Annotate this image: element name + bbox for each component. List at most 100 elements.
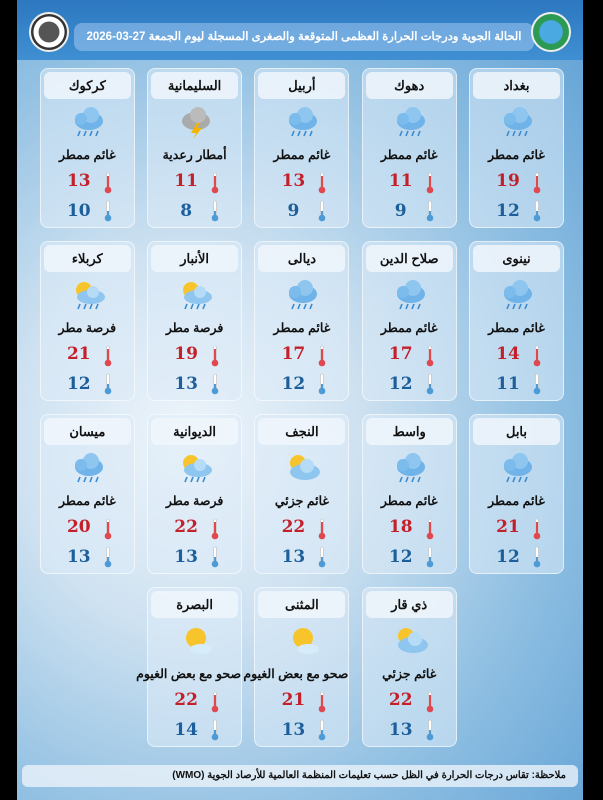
thermometer-hot-icon — [426, 691, 434, 713]
max-temperature: 20 — [66, 517, 91, 537]
max-temperature: 22 — [281, 517, 306, 537]
min-temperature: 9 — [287, 201, 300, 221]
city-card: الديوانية فرصة مطر 22 13 — [147, 414, 243, 574]
min-temperature: 12 — [388, 374, 413, 394]
thermometer-cold-icon — [426, 719, 434, 741]
thermometer-cold-icon — [426, 546, 434, 568]
city-name: البصرة — [151, 591, 239, 618]
min-temperature: 13 — [388, 720, 413, 740]
city-card: السليمانية أمطار رعدية 11 8 — [147, 68, 243, 228]
weather-condition: فرصة مطر — [58, 321, 117, 335]
thermometer-hot-icon — [533, 345, 541, 367]
city-card: ذي قار غائم جزئي 22 13 — [361, 587, 457, 747]
weather-condition: صحو مع بعض الغيوم — [243, 667, 349, 681]
thermometer-hot-icon — [211, 518, 219, 540]
thermometer-hot-icon — [318, 691, 326, 713]
max-temperature: 21 — [496, 517, 520, 537]
weather-condition: غائم ممطر — [380, 148, 438, 162]
city-card: كربلاء فرصة مطر 21 12 — [39, 241, 135, 401]
weather-condition: غائم ممطر — [58, 494, 116, 508]
city-name: نينوى — [473, 245, 560, 272]
thermometer-hot-icon — [211, 172, 219, 194]
city-name: دهوك — [365, 72, 453, 99]
weather-condition: صحو مع بعض الغيوم — [136, 667, 242, 681]
thermometer-hot-icon — [211, 691, 219, 713]
rain-cloud-icon — [498, 278, 538, 312]
city-card: الأنبار فرصة مطر 19 13 — [147, 241, 243, 401]
city-card: ديالى غائم ممطر 17 12 — [254, 241, 350, 401]
city-card: واسط غائم ممطر 18 12 — [361, 414, 457, 574]
weather-condition: غائم ممطر — [273, 148, 331, 162]
min-temperature: 12 — [66, 374, 91, 394]
rain-cloud-icon — [391, 278, 431, 312]
min-temperature: 12 — [281, 374, 306, 394]
city-card: ميسان غائم ممطر 20 13 — [39, 414, 135, 574]
city-name: الديوانية — [151, 418, 239, 445]
city-name: كركوك — [43, 72, 131, 99]
min-temperature: 11 — [496, 374, 520, 394]
city-card: النجف غائم جزئي 22 13 — [254, 414, 350, 574]
city-card: دهوك غائم ممطر 11 9 — [361, 68, 457, 228]
thermometer-cold-icon — [104, 373, 112, 395]
city-name: الأنبار — [151, 245, 239, 272]
min-temperature: 10 — [66, 201, 91, 221]
min-temperature: 9 — [394, 201, 407, 221]
thermometer-hot-icon — [318, 345, 326, 367]
weather-service-logo — [531, 12, 571, 52]
min-temperature: 13 — [174, 374, 198, 394]
city-name: أربيل — [258, 72, 346, 99]
city-name: بغداد — [473, 72, 560, 99]
thermometer-hot-icon — [104, 518, 112, 540]
max-temperature: 13 — [66, 171, 91, 191]
max-temperature: 22 — [174, 690, 198, 710]
city-name: كربلاء — [43, 245, 131, 272]
thermometer-hot-icon — [533, 518, 541, 540]
weather-condition: فرصة مطر — [165, 321, 224, 335]
weather-condition: أمطار رعدية — [162, 148, 227, 162]
partly-cloudy-icon — [391, 624, 431, 658]
min-temperature: 12 — [496, 547, 520, 567]
city-name: ذي قار — [365, 591, 453, 618]
weather-condition: غائم ممطر — [380, 494, 438, 508]
thermometer-hot-icon — [426, 518, 434, 540]
max-temperature: 13 — [281, 171, 306, 191]
thermometer-hot-icon — [426, 345, 434, 367]
city-name: صلاح الدين — [365, 245, 453, 272]
thermometer-cold-icon — [104, 546, 112, 568]
page-title: الحالة الجوية ودرجات الحرارة العظمى المت… — [74, 23, 534, 51]
meteorological-authority-logo — [29, 12, 69, 52]
thermometer-cold-icon — [211, 200, 219, 222]
min-temperature: 13 — [281, 547, 306, 567]
min-temperature: 13 — [281, 720, 306, 740]
max-temperature: 22 — [388, 690, 413, 710]
thermometer-hot-icon — [533, 172, 541, 194]
min-temperature: 8 — [180, 201, 193, 221]
rain-cloud-icon — [69, 105, 109, 139]
city-name: ميسان — [43, 418, 131, 445]
thermometer-cold-icon — [426, 200, 434, 222]
weather-condition: غائم ممطر — [488, 321, 545, 335]
weather-condition: غائم جزئي — [382, 667, 437, 681]
weather-condition: غائم ممطر — [488, 494, 545, 508]
thermometer-cold-icon — [533, 200, 541, 222]
max-temperature: 11 — [388, 171, 413, 191]
thunderstorm-icon — [176, 105, 216, 139]
rain-cloud-icon — [283, 105, 323, 139]
thermometer-cold-icon — [318, 719, 326, 741]
max-temperature: 11 — [174, 171, 198, 191]
thermometer-cold-icon — [533, 546, 541, 568]
thermometer-cold-icon — [318, 373, 326, 395]
rain-cloud-icon — [391, 451, 431, 485]
weather-condition: غائم ممطر — [273, 321, 331, 335]
weather-condition: فرصة مطر — [165, 494, 224, 508]
thermometer-hot-icon — [104, 172, 112, 194]
thermometer-cold-icon — [104, 200, 112, 222]
thermometer-cold-icon — [533, 373, 541, 395]
city-card: نينوى غائم ممطر 14 11 — [469, 241, 564, 401]
weather-bulletin: الحالة الجوية ودرجات الحرارة العظمى المت… — [17, 0, 583, 800]
city-name: ديالى — [258, 245, 346, 272]
weather-condition: غائم جزئي — [274, 494, 329, 508]
thermometer-cold-icon — [318, 546, 326, 568]
rain-cloud-icon — [498, 451, 538, 485]
rain-cloud-icon — [498, 105, 538, 139]
